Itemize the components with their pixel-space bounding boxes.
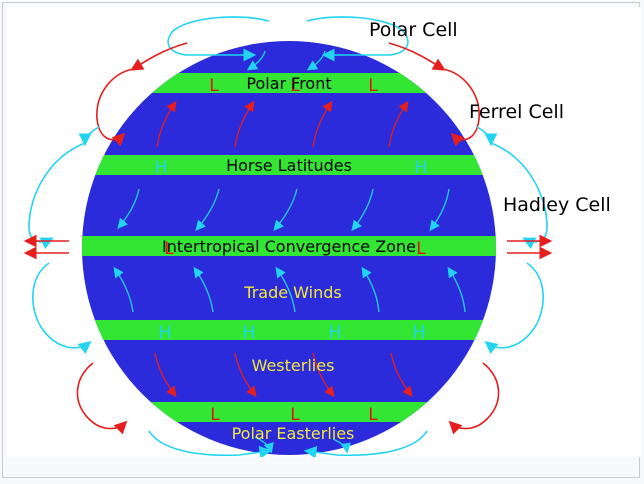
high-pressure-marker-9: H: [329, 323, 342, 343]
surface-wind-arrow-5: [388, 100, 409, 148]
surface-wind-arrow-7: [195, 188, 220, 231]
surface-wind-arrow-17: [234, 352, 257, 398]
polar-front-label: Polar Front: [246, 74, 331, 93]
surface-wind-arrow-9: [351, 188, 374, 232]
circulation-loop-1: [167, 16, 270, 62]
low-pressure-marker-0: L: [209, 76, 219, 96]
circulation-loop-16: [448, 362, 500, 435]
circulation-loop-2: [442, 68, 480, 147]
high-pressure-marker-10: H: [413, 323, 426, 343]
ferrel-cell-label: Ferrel Cell: [469, 101, 564, 123]
diagram-canvas: L L L H H L L H H H H L L L Polar Front Horse Latitud…: [7, 7, 641, 457]
horse-latitudes-label: Horse Latitudes: [226, 156, 352, 175]
circulation-loop-9: [78, 126, 100, 147]
polar-easterlies-label: Polar Easterlies: [232, 424, 355, 443]
high-pressure-marker-8: H: [243, 323, 256, 343]
surface-wind-arrow-14: [361, 266, 380, 313]
high-pressure-marker-3: H: [155, 158, 168, 178]
circulation-loop-7: [28, 142, 86, 250]
circulation-loop-15: [32, 262, 92, 354]
high-pressure-marker-4: H: [415, 158, 428, 178]
band-polar-front-south: [82, 402, 496, 422]
low-pressure-marker-5: L: [164, 239, 174, 259]
figure-frame: L L L H H L L H H H H L L L Polar Front Horse Latitud…: [2, 2, 641, 478]
surface-wind-arrow-10: [429, 188, 450, 232]
band-horse-latitudes-north: [82, 155, 496, 175]
circulation-loop-3: [96, 68, 134, 147]
latitude-bands: [82, 73, 496, 422]
pressure-markers: L L L H H L L H H H H L L L: [155, 76, 428, 425]
surface-wind-arrow-12: [193, 266, 214, 313]
surface-wind-arrow-21: [332, 438, 351, 454]
high-pressure-marker-7: H: [159, 323, 172, 343]
band-polar-front-north: [82, 73, 496, 93]
circulation-loop-0: [306, 16, 409, 62]
circulation-loop-8: [476, 126, 498, 147]
low-pressure-marker-6: L: [416, 239, 426, 259]
hadley-cell-label: Hadley Cell: [503, 194, 611, 216]
low-pressure-marker-13: L: [368, 405, 378, 425]
circulation-loop-5: [388, 42, 446, 71]
surface-wind-arrow-0: [246, 50, 266, 71]
atmospheric-circulation-diagram: L L L H H L L H H H H L L L Polar Front Horse Latitud…: [23, 16, 611, 457]
low-pressure-marker-1: L: [290, 76, 300, 96]
surface-wind-arrow-6: [117, 188, 140, 229]
surface-wind-arrow-13: [275, 266, 296, 313]
circulation-cell-loops: [23, 16, 553, 457]
band-horse-latitudes-south: [82, 320, 496, 340]
surface-wind-arrow-19: [390, 352, 413, 398]
circulation-loop-19: [148, 430, 273, 457]
low-pressure-marker-2: L: [368, 76, 378, 96]
surface-wind-arrow-4: [312, 100, 333, 148]
circulation-loop-18: [303, 430, 428, 457]
westerlies-label: Westerlies: [252, 356, 335, 375]
low-pressure-marker-12: L: [290, 405, 300, 425]
trade-winds-label: Trade Winds: [243, 283, 341, 302]
low-pressure-marker-11: L: [210, 405, 220, 425]
surface-wind-arrow-16: [154, 352, 177, 398]
circulation-loop-17: [76, 362, 128, 435]
surface-wind-arrow-3: [234, 100, 255, 148]
band-itcz: [82, 236, 496, 256]
surface-wind-arrow-2: [156, 100, 177, 148]
surface-wind-arrow-15: [447, 266, 466, 313]
circulation-loop-14: [484, 262, 544, 354]
surface-wind-arrow-11: [113, 266, 134, 313]
itcz-label: Intertropical Convergence Zone: [162, 237, 416, 256]
circulation-loop-4: [130, 42, 188, 71]
circulation-loop-6: [490, 142, 548, 250]
surface-wind-arrow-8: [273, 188, 298, 231]
surface-wind-arrow-18: [312, 352, 335, 398]
polar-cell-label: Polar Cell: [369, 19, 458, 41]
